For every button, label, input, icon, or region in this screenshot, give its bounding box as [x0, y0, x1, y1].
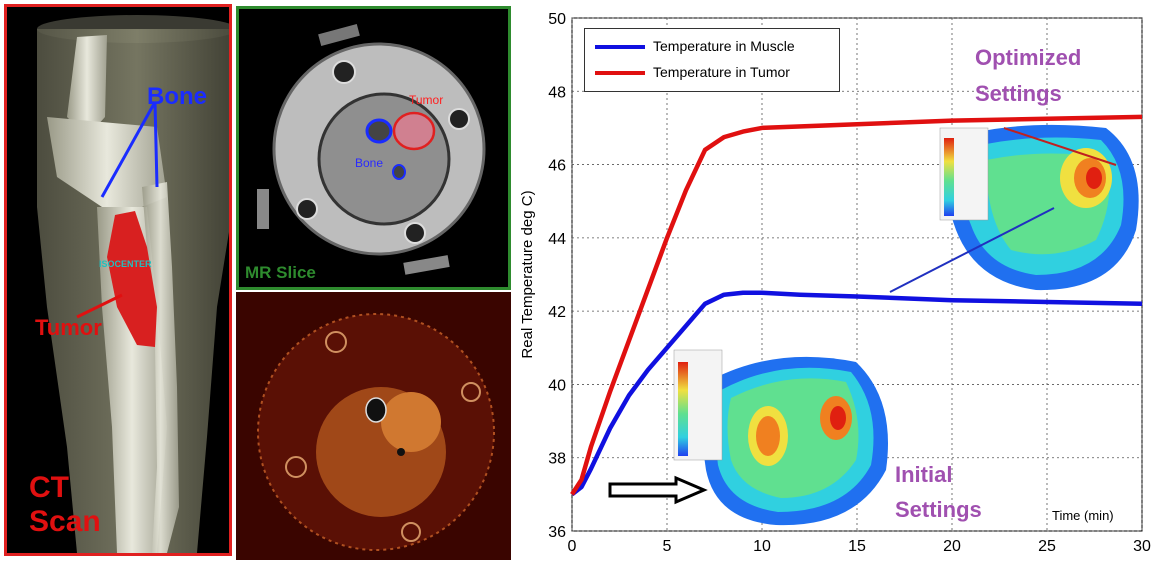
y-tick-label: 38	[548, 451, 566, 468]
ct-leg-render	[37, 15, 229, 553]
series-line-tumor	[570, 114, 1143, 496]
thermal-phase-map	[236, 292, 511, 560]
x-tick-label: 25	[1038, 538, 1056, 555]
y-tick-label: 36	[548, 524, 566, 541]
x-tick-label: 5	[663, 538, 672, 555]
mr-slice-title: MR Slice	[245, 263, 316, 282]
x-tick-label: 0	[568, 538, 577, 555]
thermal-phase-image	[257, 313, 495, 551]
isocenter-label: ISOCENTER	[99, 259, 152, 269]
y-tick-label: 46	[548, 158, 566, 175]
optimized-settings-line1: Optimized	[975, 45, 1082, 70]
initial-heatmap-inset	[608, 349, 888, 526]
bone-arrow-1	[100, 101, 157, 198]
y-tick-label: 50	[548, 11, 566, 28]
initial-settings-line2: Settings	[895, 497, 982, 522]
x-tick-label: 30	[1133, 538, 1151, 555]
y-tick-label: 44	[548, 231, 566, 248]
legend-swatch-muscle	[595, 45, 645, 49]
temperature-chart: 0 5 10 15 20 25 30 36 38 40 42 44 46 48 50 Real Tempera…	[519, 11, 1151, 555]
x-tick-label: 10	[753, 538, 771, 555]
bone-label: Bone	[147, 83, 207, 110]
tumor-label: Tumor	[35, 315, 102, 340]
mr-slice-image	[257, 24, 486, 275]
optimized-settings-line2: Settings	[975, 81, 1062, 106]
chart-legend: Temperature in Muscle Temperature in Tum…	[584, 28, 840, 92]
chart-series-lines	[570, 114, 1143, 497]
initial-arrow	[608, 475, 708, 505]
mr-tumor-label: Tumor	[409, 93, 444, 107]
mr-bone-label: Bone	[355, 156, 384, 170]
legend-label-muscle: Temperature in Muscle	[653, 38, 795, 54]
optimized-heatmap-inset	[889, 124, 1139, 293]
chart-axes: 0 5 10 15 20 25 30 36 38 40 42 44 46 48 50 Real Tempera…	[519, 11, 1151, 555]
series-line-muscle	[570, 290, 1143, 497]
y-tick-label: 40	[548, 377, 566, 394]
x-tick-label: 20	[943, 538, 961, 555]
mr-slice-panel: Tumor Bone MR Slice	[236, 6, 511, 290]
legend-swatch-tumor	[595, 71, 645, 75]
ct-title-line1: CT	[29, 471, 69, 504]
initial-settings-line1: Initial	[895, 462, 953, 487]
bone-arrow-2	[153, 101, 159, 188]
ct-title-line2: Scan	[29, 505, 101, 538]
x-tick-label: 15	[848, 538, 866, 555]
y-tick-label: 42	[548, 304, 566, 321]
ct-scan-panel: Bone ISOCENTER Tumor CT Scan	[4, 4, 232, 556]
legend-label-tumor: Temperature in Tumor	[653, 64, 790, 80]
y-tick-label: 48	[548, 84, 566, 101]
chart-insets	[608, 124, 1139, 526]
tumor-arrow	[76, 293, 123, 319]
x-axis-label: Time (min)	[1052, 508, 1114, 523]
y-axis-label: Real Temperature deg C)	[519, 190, 536, 358]
